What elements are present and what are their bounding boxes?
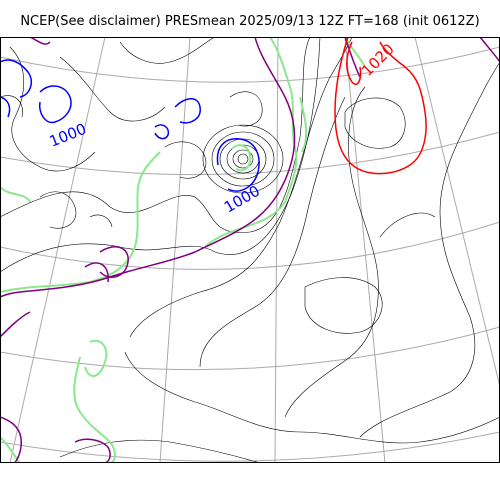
purple-contours [0, 37, 500, 463]
map-title: NCEP(See disclaimer) PRESmean 2025/09/13… [20, 14, 480, 29]
high-contours [334, 37, 427, 175]
pressure-map: 1000 1000 1020 [0, 37, 500, 463]
graticule [0, 37, 500, 463]
isobars [0, 37, 500, 463]
low-contours [0, 59, 260, 192]
